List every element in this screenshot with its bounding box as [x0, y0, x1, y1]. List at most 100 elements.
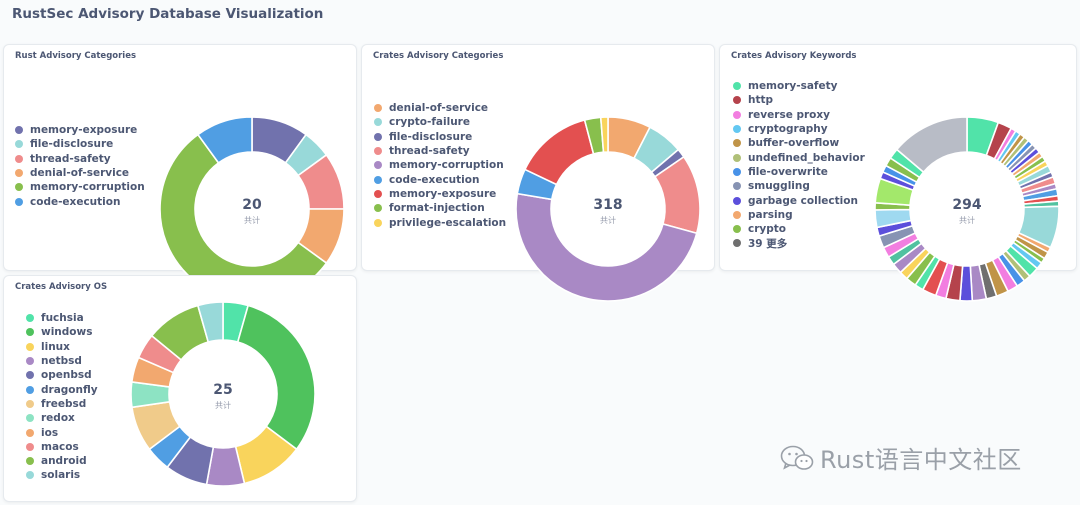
legend-label: android — [41, 455, 87, 468]
legend-item[interactable]: memory-corruption — [374, 158, 506, 172]
legend-swatch — [26, 442, 34, 451]
legend-item[interactable]: parsing — [733, 208, 865, 222]
donut-slice[interactable] — [599, 116, 609, 154]
legend-item[interactable]: denial-of-service — [374, 101, 506, 115]
legend-item[interactable]: file-overwrite — [733, 165, 865, 179]
legend-label: linux — [41, 340, 70, 353]
legend-item[interactable]: format-injection — [374, 201, 506, 215]
legend-swatch — [26, 371, 34, 380]
donut-total: 318 — [593, 197, 622, 213]
legend-label: 39 更多 — [748, 237, 788, 250]
legend-item[interactable]: netbsd — [26, 354, 98, 368]
legend-item[interactable]: openbsd — [26, 368, 98, 382]
legend-swatch — [15, 140, 23, 149]
legend-swatch — [15, 197, 23, 206]
legend-label: freebsd — [41, 397, 87, 410]
card-title: Crates Advisory OS — [15, 282, 108, 292]
legend-swatch — [15, 154, 23, 163]
legend-label: denial-of-service — [389, 102, 489, 115]
legend-item[interactable]: 39 更多 — [733, 236, 865, 250]
watermark: Rust语言中文社区 — [780, 440, 1022, 475]
legend-label: http — [748, 94, 774, 107]
legend-swatch — [374, 218, 382, 227]
legend-item[interactable]: thread-safety — [15, 152, 145, 166]
legend-label: redox — [41, 412, 75, 425]
legend-item[interactable]: fuchsia — [26, 311, 98, 325]
legend-item[interactable]: reverse proxy — [733, 108, 865, 122]
legend-label: thread-safety — [389, 145, 470, 158]
legend-item[interactable]: privilege-escalation — [374, 215, 506, 229]
legend-label: crypto — [748, 223, 786, 236]
legend-label: windows — [41, 326, 93, 339]
legend-item[interactable]: macos — [26, 440, 98, 454]
legend-swatch — [26, 428, 34, 437]
legend-item[interactable]: thread-safety — [374, 144, 506, 158]
legend-swatch — [374, 189, 382, 198]
legend-item[interactable]: memory-exposure — [374, 187, 506, 201]
legend-item[interactable]: linux — [26, 340, 98, 354]
legend-item[interactable]: android — [26, 454, 98, 468]
legend-swatch — [26, 399, 34, 408]
legend-label: cryptography — [748, 123, 828, 136]
legend-label: file-disclosure — [389, 130, 473, 143]
legend-item[interactable]: memory-exposure — [15, 123, 145, 137]
legend-item[interactable]: memory-safety — [733, 79, 865, 93]
legend-swatch — [26, 457, 34, 466]
legend-swatch — [374, 118, 382, 127]
card-title: Rust Advisory Categories — [15, 51, 137, 61]
legend-label: netbsd — [41, 355, 82, 368]
card-crates-advisory-keywords: Crates Advisory Keywords memory-safety ht… — [719, 44, 1077, 302]
legend-swatch — [733, 210, 741, 219]
legend-swatch — [26, 342, 34, 351]
legend-swatch — [374, 104, 382, 113]
legend-item[interactable]: file-disclosure — [15, 137, 145, 151]
donut-slice[interactable] — [196, 301, 224, 344]
legend-label: memory-corruption — [389, 159, 504, 172]
legend-item[interactable]: ios — [26, 425, 98, 439]
legend-item[interactable]: code-execution — [374, 172, 506, 186]
donut-total: 20 — [242, 197, 262, 213]
legend-swatch — [26, 328, 34, 337]
legend-item[interactable]: solaris — [26, 468, 98, 482]
legend-label: privilege-escalation — [389, 216, 507, 229]
legend-item[interactable]: http — [733, 93, 865, 107]
legend-item[interactable]: garbage collection — [733, 193, 865, 207]
legend-item[interactable]: windows — [26, 325, 98, 339]
legend-item[interactable]: undefined_behavior — [733, 150, 865, 164]
legend-swatch — [733, 96, 741, 105]
legend-item[interactable]: file-disclosure — [374, 130, 506, 144]
legend-label: file-overwrite — [748, 165, 828, 178]
legend-label: memory-safety — [748, 80, 838, 93]
legend-label: parsing — [748, 208, 793, 221]
legend-item[interactable]: buffer-overflow — [733, 136, 865, 150]
legend-swatch — [733, 225, 741, 234]
legend-swatch — [733, 239, 741, 248]
legend-item[interactable]: crypto — [733, 222, 865, 236]
legend-label: denial-of-service — [30, 167, 130, 180]
legend-swatch — [733, 182, 741, 191]
legend-item[interactable]: freebsd — [26, 397, 98, 411]
card-title: Crates Advisory Categories — [373, 51, 504, 61]
legend-item[interactable]: denial-of-service — [15, 166, 145, 180]
legend-item[interactable]: smuggling — [733, 179, 865, 193]
donut-sub-label: 共计 — [600, 215, 616, 225]
legend-label: crypto-failure — [389, 116, 470, 129]
donut-slice[interactable] — [196, 116, 253, 165]
legend-item[interactable]: memory-corruption — [15, 180, 145, 194]
legend-item[interactable]: dragonfly — [26, 382, 98, 396]
legend-swatch — [26, 314, 34, 323]
page-title: RustSec Advisory Database Visualization — [12, 6, 324, 22]
legend-item[interactable]: redox — [26, 411, 98, 425]
legend-label: code-execution — [30, 195, 121, 208]
wechat-icon — [780, 445, 814, 470]
legend-swatch — [733, 82, 741, 91]
legend-item[interactable]: cryptography — [733, 122, 865, 136]
donut-slice[interactable] — [895, 116, 968, 174]
legend-swatch — [733, 196, 741, 205]
legend-label: memory-exposure — [389, 187, 497, 200]
legend-item[interactable]: crypto-failure — [374, 115, 506, 129]
donut-slice[interactable] — [523, 119, 595, 186]
donut-slice[interactable] — [236, 304, 316, 451]
legend-item[interactable]: code-execution — [15, 194, 145, 208]
donut-slice[interactable] — [515, 192, 698, 302]
